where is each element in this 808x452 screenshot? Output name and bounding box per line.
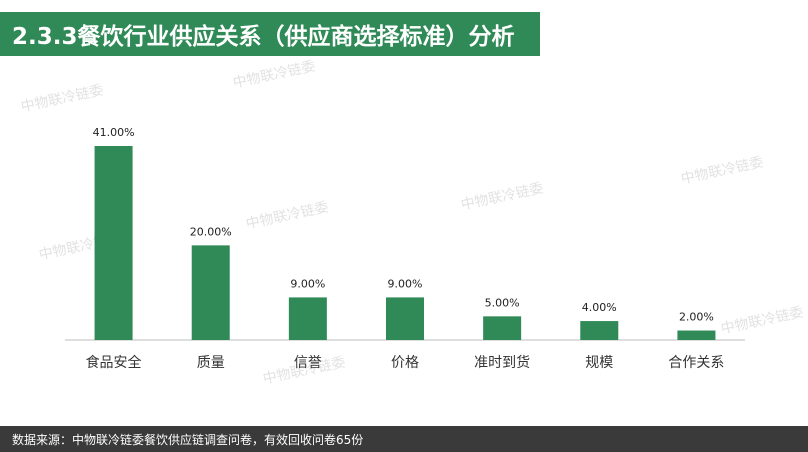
page-title: 2.3.3餐饮行业供应关系（供应商选择标准）分析 — [12, 24, 515, 50]
data-label: 41.00% — [93, 126, 135, 139]
category-label: 准时到货 — [474, 354, 530, 371]
category-label: 食品安全 — [86, 354, 142, 371]
category-label: 合作关系 — [668, 355, 724, 371]
data-label: 20.00% — [190, 225, 232, 238]
category-label: 质量 — [197, 355, 225, 371]
bar — [483, 316, 522, 340]
bar — [94, 146, 133, 340]
category-label: 价格 — [391, 355, 419, 371]
data-label: 9.00% — [290, 277, 325, 290]
footer: 数据来源：中物联冷链委餐饮供应链调查问卷，有效回收问卷65份 — [0, 426, 808, 452]
source-note: 数据来源：中物联冷链委餐饮供应链调查问卷，有效回收问卷65份 — [12, 432, 364, 447]
bar — [677, 330, 716, 340]
title-banner: 2.3.3餐饮行业供应关系（供应商选择标准）分析 — [0, 12, 540, 56]
bar — [386, 297, 424, 340]
data-label: 4.00% — [582, 301, 617, 314]
category-label: 规模 — [585, 355, 613, 371]
bar — [288, 297, 327, 340]
category-label: 信誉 — [294, 355, 322, 371]
data-label: 2.00% — [679, 311, 714, 324]
data-label: 9.00% — [388, 277, 423, 290]
bar — [580, 321, 619, 340]
bar — [191, 245, 230, 340]
data-label: 5.00% — [485, 296, 520, 309]
